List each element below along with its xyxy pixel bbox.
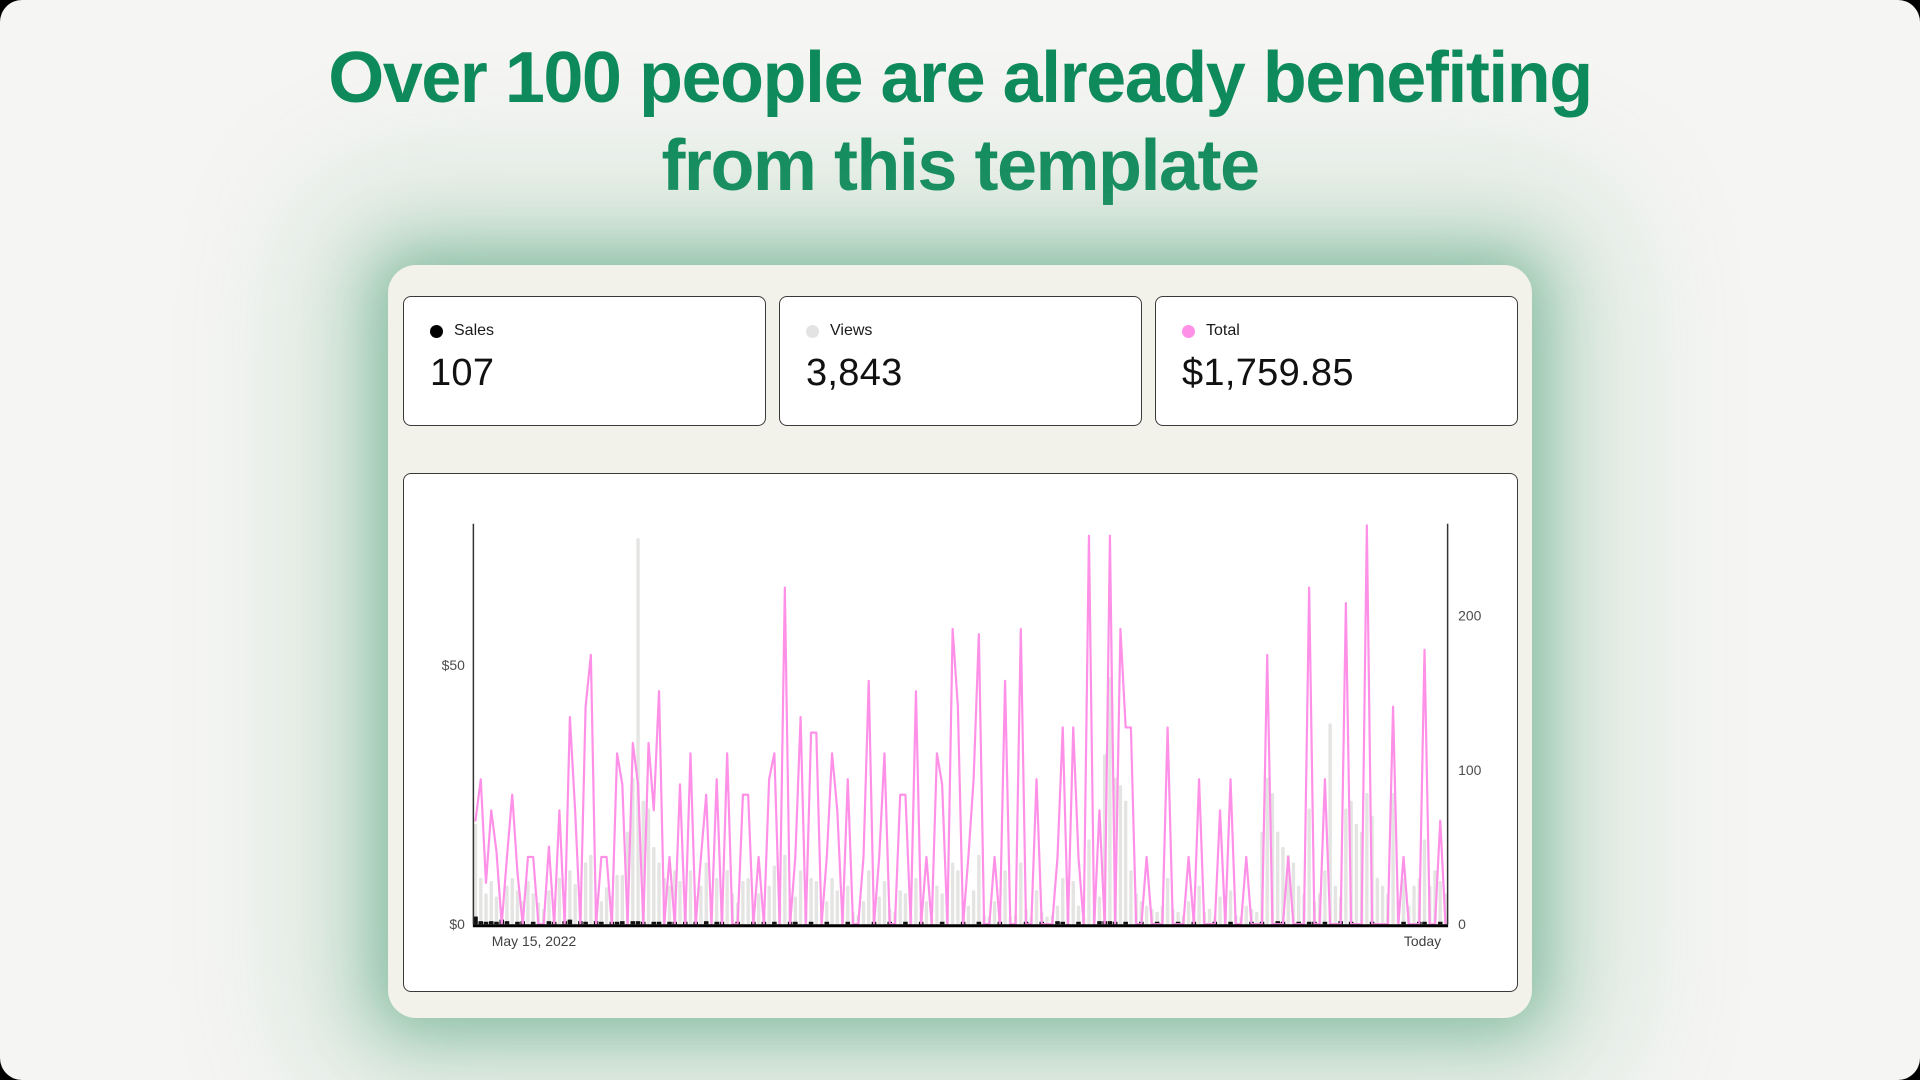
sales-dot-icon <box>430 324 443 338</box>
y-right-tick-0: 0 <box>1458 916 1466 932</box>
stat-value-total: $1,759.85 <box>1182 352 1354 394</box>
y-left-tick-50: $50 <box>442 657 466 673</box>
page-title-line1: Over 100 people are already benefiting <box>328 38 1593 118</box>
y-left-tick-0: $0 <box>449 916 465 932</box>
y-right-tick-100: 100 <box>1458 762 1482 778</box>
page-title: Over 100 people are already benefiting f… <box>0 34 1920 210</box>
views-bars <box>473 538 1448 925</box>
total-dot-icon <box>1182 324 1195 338</box>
analytics-chart: $50 $0 200 100 0 May 15, 2022 Today <box>442 523 1482 949</box>
stat-label-total: Total <box>1206 322 1240 339</box>
stat-label-views: Views <box>830 322 873 339</box>
y-right-tick-200: 200 <box>1458 607 1482 623</box>
stat-value-views: 3,843 <box>806 352 903 394</box>
x-axis-end-label: Today <box>1404 933 1441 949</box>
stat-card-sales: Sales 107 <box>403 296 766 426</box>
stats-row: Sales 107 Views 3,843 Total $1,759.85 <box>403 296 1518 426</box>
stat-value-sales: 107 <box>430 352 495 394</box>
page-title-line2: from this template <box>661 126 1260 206</box>
stat-card-views: Views 3,843 <box>779 296 1142 426</box>
stat-card-total: Total $1,759.85 <box>1155 296 1518 426</box>
chart-card: $50 $0 200 100 0 May 15, 2022 Today <box>403 473 1518 992</box>
total-line <box>474 524 1447 926</box>
dashboard-card: Sales 107 Views 3,843 Total $1,759.85 <box>388 265 1532 1018</box>
stat-label-sales: Sales <box>454 322 495 339</box>
x-axis-start-label: May 15, 2022 <box>492 933 577 949</box>
views-dot-icon <box>806 324 819 338</box>
